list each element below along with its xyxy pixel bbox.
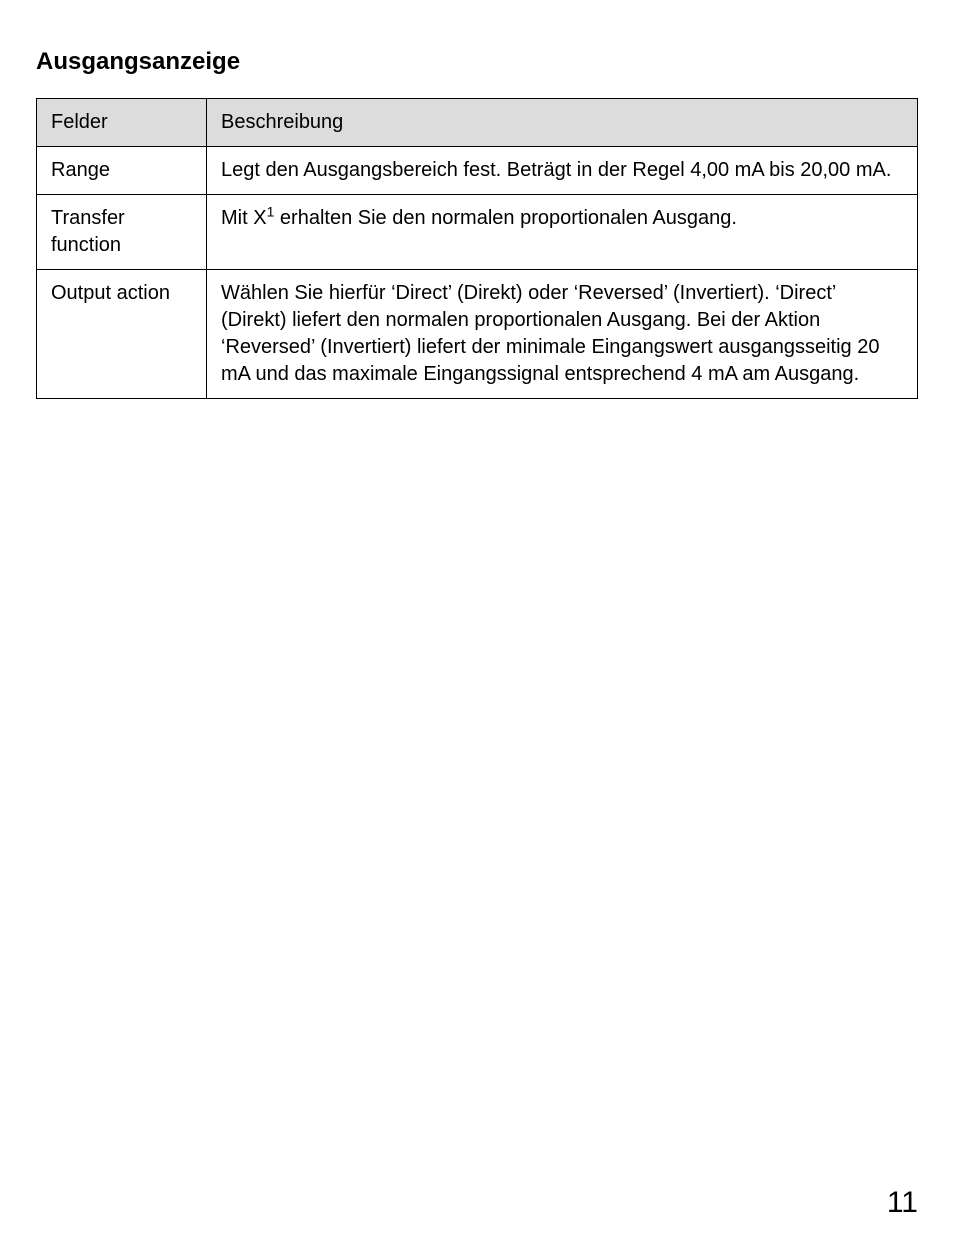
table-row: Transfer function Mit X1 erhalten Sie de… [37,195,918,270]
section-title: Ausgangsanzeige [36,48,918,76]
table-header-fields: Felder [37,99,207,147]
description-cell: Mit X1 erhalten Sie den normalen proport… [207,195,918,270]
desc-post: erhalten Sie den normalen proportionalen… [274,207,737,229]
field-cell: Output action [37,270,207,399]
table-header-row: Felder Beschreibung [37,99,918,147]
field-cell: Range [37,147,207,195]
field-cell: Transfer function [37,195,207,270]
desc-pre: Mit X [221,207,267,229]
table-row: Range Legt den Ausgangsbereich fest. Bet… [37,147,918,195]
table-header-description: Beschreibung [207,99,918,147]
definitions-table: Felder Beschreibung Range Legt den Ausga… [36,98,918,399]
table-row: Output action Wählen Sie hierfür ‘Direct… [37,270,918,399]
description-cell: Wählen Sie hierfür ‘Direct’ (Direkt) ode… [207,270,918,399]
page-number: 11 [887,1186,918,1220]
document-page: Ausgangsanzeige Felder Beschreibung Rang… [0,0,954,399]
description-cell: Legt den Ausgangsbereich fest. Beträgt i… [207,147,918,195]
